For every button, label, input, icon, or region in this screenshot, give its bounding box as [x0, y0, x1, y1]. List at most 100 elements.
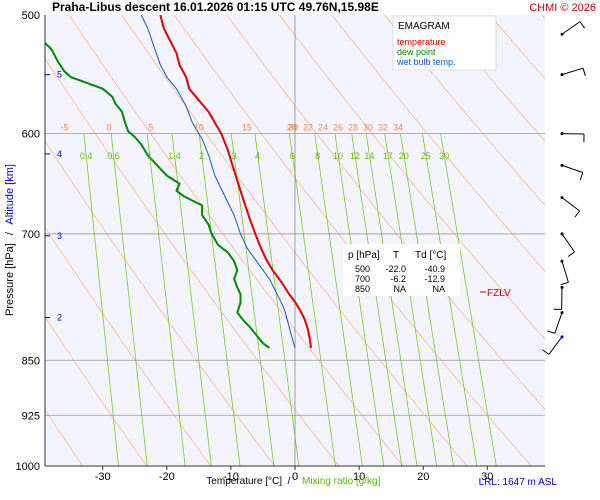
table-cell: 700 — [355, 274, 370, 284]
dry-adiabat — [68, 15, 404, 466]
saturated-adiabat-label: 28 — [348, 123, 358, 133]
table-cell: -6.2 — [390, 274, 406, 284]
freezing-level: FZLV — [480, 288, 511, 299]
altitude-tick-label: 5 — [57, 70, 62, 80]
wind-barb-feather — [567, 251, 575, 257]
mixing-ratio-line — [351, 133, 403, 466]
mixing-ratio-label: 14 — [364, 151, 374, 161]
altitude-tick-label: 4 — [57, 149, 62, 159]
wind-barb-dot — [560, 311, 564, 315]
wet-bulb-curve — [140, 15, 296, 349]
wind-barb-staff — [561, 67, 584, 76]
wind-barb-feather — [579, 21, 586, 29]
wind-barb-staff — [561, 21, 581, 35]
dry-adiabat-label: 10 — [194, 123, 204, 133]
temperature-tick-label: 30 — [481, 471, 493, 483]
mixing-ratio-label: 10 — [333, 151, 343, 161]
dry-adiabat — [331, 15, 545, 272]
x-axis-title: Temperature [°C] / Mixing ratio [g/kg] — [206, 476, 380, 487]
pressure-tick-label: 1000 — [16, 461, 40, 473]
dry-adiabat — [45, 140, 276, 466]
wind-barb-staff — [548, 336, 563, 355]
mixing-ratio-label: 3 — [231, 151, 236, 161]
wind-barb-dot — [560, 32, 564, 36]
mixing-ratio-line — [146, 133, 186, 466]
wind-barb-feather — [574, 210, 580, 218]
mixing-ratio-label: 30 — [439, 151, 449, 161]
pressure-tick-label: 925 — [22, 410, 40, 422]
mixing-ratio-label: 25 — [421, 151, 431, 161]
saturated-adiabat-label: 24 — [318, 123, 328, 133]
mixing-ratio-label: 0.6 — [107, 151, 120, 161]
dry-adiabat-label: 20 — [287, 123, 297, 133]
table-cell: NA — [432, 284, 445, 294]
table-header-p: p [hPa] — [348, 250, 380, 261]
mixing-ratio-line — [110, 133, 148, 466]
dry-adiabat — [121, 15, 468, 466]
table-cell: -12.9 — [424, 274, 445, 284]
lrl-label: LRL: 1647 m ASL — [479, 477, 558, 488]
saturated-adiabat-label: 34 — [393, 123, 403, 133]
table-cell: NA — [393, 284, 406, 294]
y-axis-label-separator: / — [4, 231, 16, 235]
mixing-ratio-line — [400, 133, 454, 466]
table-cell: -40.9 — [424, 264, 445, 274]
wind-barb-staff — [561, 197, 580, 212]
temperature-tick-label: -20 — [159, 471, 175, 483]
pressure-tick-label: 700 — [22, 229, 40, 241]
wind-barb-dot — [560, 335, 564, 339]
temperature-curve — [159, 15, 312, 349]
temperature-tick-label: 0 — [292, 471, 298, 483]
mixing-ratio-lines — [83, 133, 497, 466]
mixing-ratio-label: 12 — [350, 151, 360, 161]
saturated-adiabat-label: 32 — [378, 123, 388, 133]
legend-box — [392, 15, 497, 71]
wind-barb-dot — [560, 259, 564, 263]
x-axis-label-mixing-ratio: Mixing ratio [g/kg] — [302, 476, 381, 487]
sounding-table: p [hPa] T Td [°C] 500 -22.0 -40.9 700 -6… — [343, 244, 460, 296]
mixing-ratio-label: 17 — [383, 151, 393, 161]
mixing-ratio-line — [198, 133, 241, 466]
saturated-adiabat-label: 30 — [363, 123, 373, 133]
dry-adiabat-label: 0 — [107, 123, 112, 133]
y-axis-label-altitude: Altitude [km] — [4, 164, 16, 225]
table-box — [343, 244, 460, 296]
dry-adiabat — [436, 15, 545, 142]
altitude-tick-label: 3 — [57, 231, 62, 241]
temperature-tick-label: -30 — [95, 471, 111, 483]
wind-barb-dot — [560, 132, 564, 136]
mixing-ratio-line — [171, 133, 212, 466]
mixing-ratio-label: 8 — [315, 151, 320, 161]
legend: EMAGRAM temperature dew point wet bulb t… — [392, 15, 497, 71]
legend-entry-temperature: temperature — [397, 37, 446, 47]
pressure-tick-label: 600 — [22, 129, 40, 141]
mixing-ratio-label: 1.4 — [168, 151, 181, 161]
y-axis-title: Pressure [hPa] / Altitude [km] — [4, 164, 16, 316]
wind-barb-feather — [547, 330, 555, 334]
dry-adiabat-label: 5 — [148, 123, 153, 133]
mixing-ratio-line — [254, 133, 300, 466]
chart-title: Praha-Libus descent 16.01.2026 01:15 UTC… — [52, 0, 379, 14]
mixing-ratio-line — [334, 133, 385, 466]
wind-barb-feather — [542, 349, 550, 355]
wind-barb-staff — [561, 261, 569, 283]
mixing-ratio-line — [314, 133, 363, 466]
copyright-label[interactable]: CHMI © 2026 — [529, 2, 596, 14]
wind-barb-feather — [560, 281, 569, 286]
isobar-grid — [45, 15, 545, 466]
saturated-adiabat-label: 22 — [303, 123, 313, 133]
mixing-ratio-line — [365, 133, 418, 466]
temperature-tick-label: -10 — [223, 471, 239, 483]
wind-barb-staff — [561, 233, 576, 253]
x-axis-label-temperature: Temperature [°C] — [206, 476, 282, 487]
legend-entry-wet-bulb: wet bulb temp. — [396, 57, 456, 67]
dry-adiabat — [279, 15, 545, 340]
dry-adiabat — [384, 15, 545, 206]
mixing-ratio-label: 2 — [199, 151, 204, 161]
dry-adiabat-label: 15 — [242, 123, 252, 133]
mixing-ratio-line — [422, 133, 478, 466]
wind-barb-staff — [554, 312, 563, 334]
dry-adiabat — [45, 316, 147, 466]
